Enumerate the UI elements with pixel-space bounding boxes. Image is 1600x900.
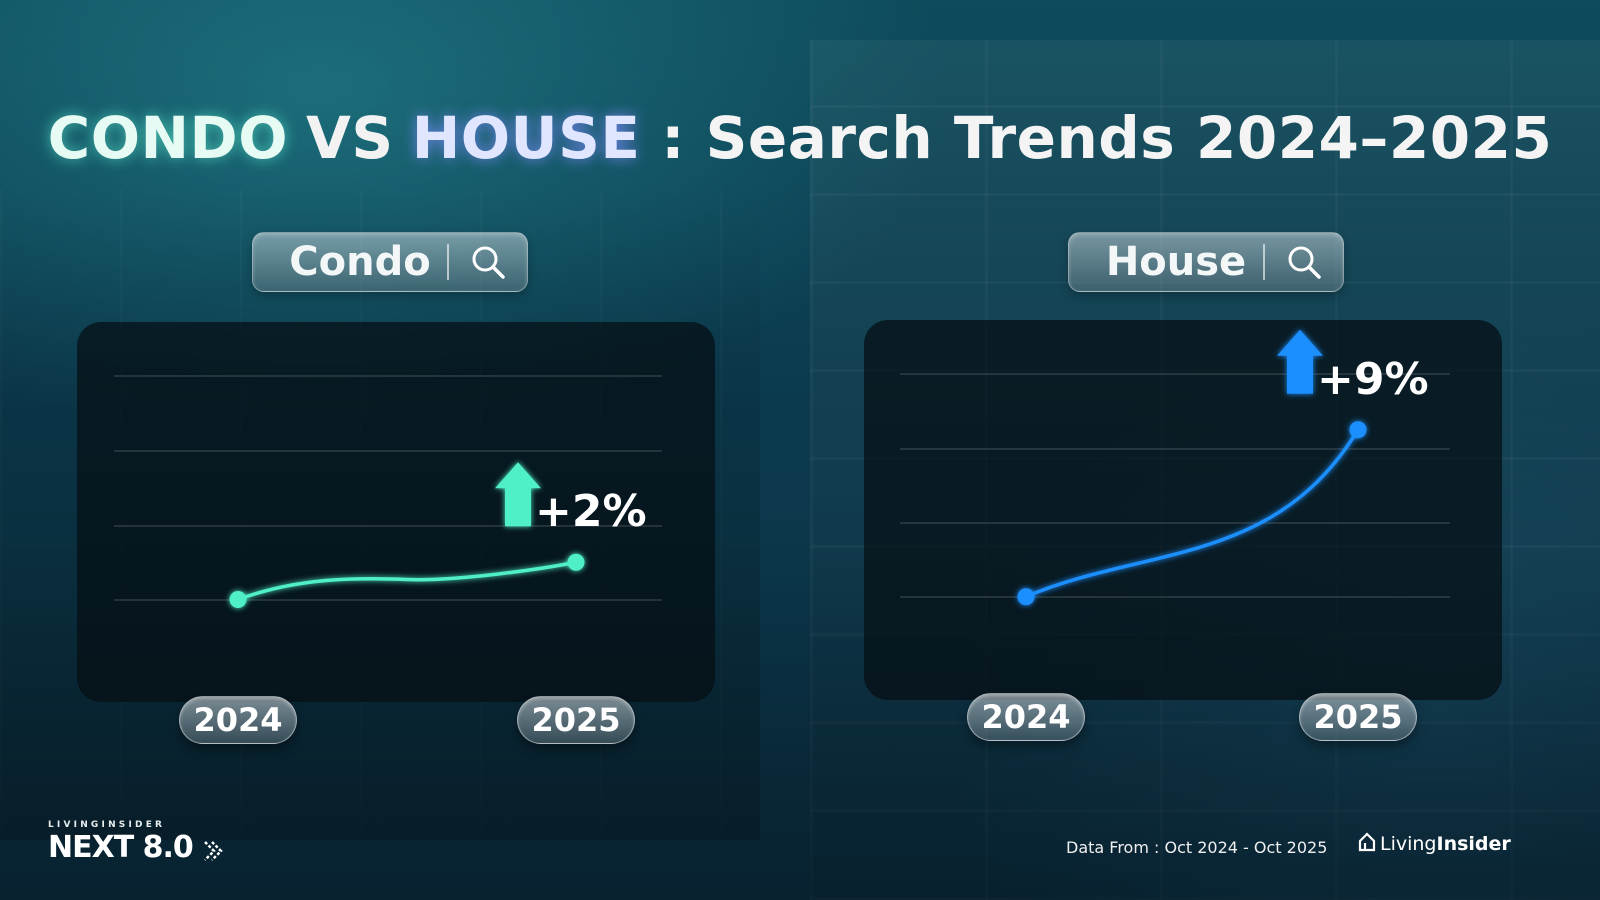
house-x-tick-2024: 2024: [967, 693, 1085, 741]
condo-search-bar[interactable]: Condo: [252, 232, 528, 292]
arrow-up-icon: [495, 462, 541, 527]
search-divider: [447, 244, 449, 280]
logo-text: LivingInsider: [1380, 833, 1511, 855]
house-point-2025: [1349, 421, 1367, 439]
arrow-up-icon: [1277, 329, 1323, 394]
brand-big-text: NEXT 8.0: [48, 830, 194, 865]
condo-change-label: +2%: [535, 486, 647, 538]
brand-logo: LIVINGINSIDER NEXT 8.0: [48, 820, 224, 867]
house-search-label: House: [1105, 239, 1247, 285]
title-vs: VS: [306, 104, 394, 172]
livinginsider-logo: LivingInsider: [1358, 832, 1511, 856]
title-rest: : Search Trends 2024–2025: [661, 104, 1553, 172]
brand-small-text: LIVINGINSIDER: [48, 820, 166, 830]
search-icon[interactable]: [449, 243, 527, 281]
house-chart-panel: [864, 320, 1502, 700]
condo-point-2024: [229, 591, 247, 608]
page-title: CONDO VS HOUSE : Search Trends 2024–2025: [0, 104, 1600, 172]
condo-chart-panel: [77, 322, 715, 702]
search-icon[interactable]: [1265, 243, 1343, 281]
house-point-2024: [1017, 588, 1035, 606]
house-series-line: [1024, 427, 1360, 599]
title-house: HOUSE: [411, 104, 641, 172]
house-x-tick-2025: 2025: [1299, 693, 1417, 741]
condo-x-tick-2024: 2024: [179, 696, 297, 744]
house-search-bar[interactable]: House: [1068, 232, 1344, 292]
condo-series-line: [236, 560, 578, 602]
logo-text-living: Living: [1380, 833, 1437, 855]
condo-search-label: Condo: [289, 239, 431, 285]
logo-text-insider: Insider: [1436, 833, 1511, 855]
data-source-note: Data From : Oct 2024 - Oct 2025: [1066, 838, 1328, 857]
condo-point-2025: [567, 553, 585, 571]
house-change-label: +9%: [1317, 353, 1429, 405]
condo-x-tick-2025: 2025: [517, 696, 635, 744]
house-logo-icon: [1358, 832, 1376, 856]
search-divider: [1263, 244, 1265, 280]
chevron-right-icon: [202, 839, 224, 867]
title-condo: CONDO: [47, 104, 289, 172]
